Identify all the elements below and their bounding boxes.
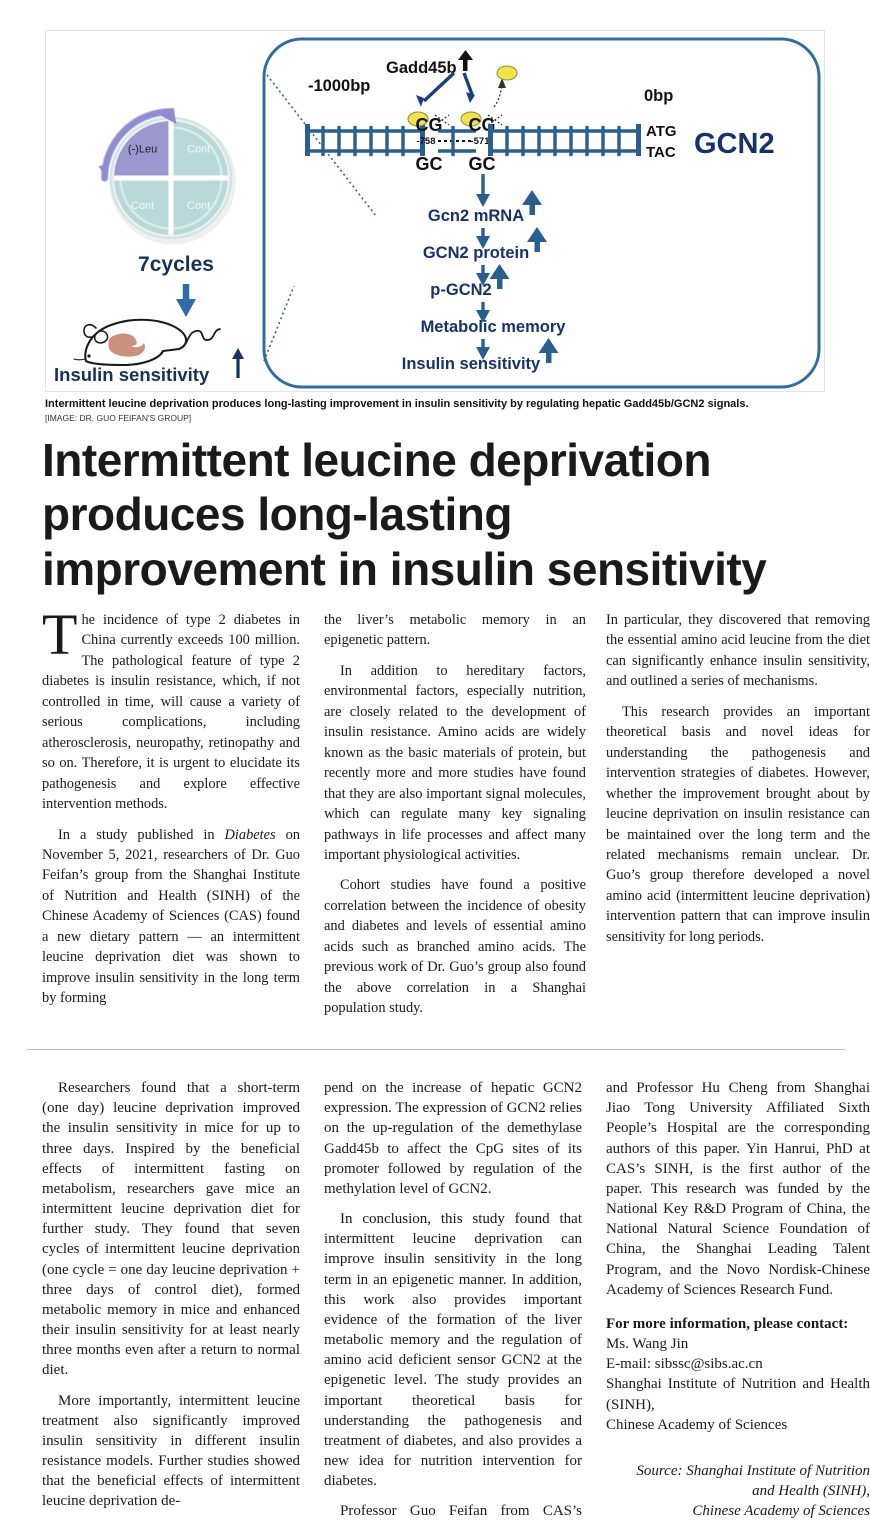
svg-text:0bp: 0bp — [644, 87, 673, 105]
svg-text:-571: -571 — [470, 136, 490, 147]
svg-text:GC: GC — [416, 154, 443, 174]
svg-text:Cont: Cont — [187, 200, 210, 212]
svg-text:Insulin sensitivity: Insulin sensitivity — [402, 355, 541, 373]
svg-text:GC: GC — [469, 154, 496, 174]
svg-text:GCN2: GCN2 — [694, 128, 775, 160]
svg-text:GCN2 protein: GCN2 protein — [423, 244, 529, 262]
svg-text:ATG: ATG — [646, 123, 677, 140]
svg-text:Cont: Cont — [131, 200, 154, 212]
svg-text:-1000bp: -1000bp — [308, 77, 370, 95]
svg-text:Cont: Cont — [187, 144, 210, 156]
svg-text:TAC: TAC — [646, 144, 676, 161]
svg-text:Gcn2 mRNA: Gcn2 mRNA — [428, 207, 524, 225]
svg-text:(-)Leu: (-)Leu — [128, 144, 157, 156]
svg-text:Metabolic memory: Metabolic memory — [421, 318, 567, 336]
svg-text:Gadd45b: Gadd45b — [386, 59, 457, 77]
svg-text:Insulin sensitivity: Insulin sensitivity — [54, 364, 210, 385]
svg-text:7cycles: 7cycles — [138, 253, 214, 276]
svg-text:-758: -758 — [416, 136, 435, 147]
